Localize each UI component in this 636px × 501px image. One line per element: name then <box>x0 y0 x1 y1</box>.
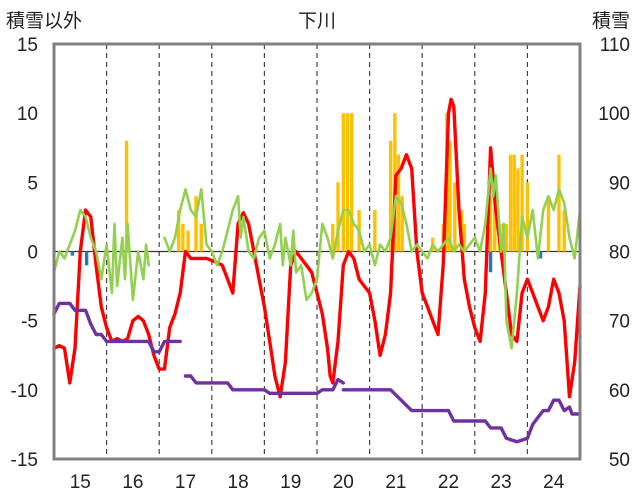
xtick-label: 24 <box>543 472 565 493</box>
precip-bar <box>525 182 530 252</box>
left-ytick-label: 10 <box>17 104 38 125</box>
series-line-snow_depth <box>341 388 582 444</box>
xtick-label: 16 <box>122 472 143 493</box>
precip-bar <box>546 196 551 252</box>
precip-bar <box>341 113 345 252</box>
precip-bar <box>520 154 524 252</box>
right-ytick-label: 100 <box>598 104 630 125</box>
precip-bar <box>388 140 393 252</box>
left-ytick-label: 5 <box>27 173 38 194</box>
xtick-label: 20 <box>333 472 354 493</box>
xtick-label: 18 <box>228 472 249 493</box>
xtick-label: 17 <box>175 472 196 493</box>
precip-bar <box>181 223 185 252</box>
precip-bar <box>512 154 516 252</box>
xtick-label: 21 <box>385 472 406 493</box>
precip-bar <box>331 223 335 252</box>
right-ytick-label: 80 <box>609 243 630 264</box>
precip-bar <box>345 113 350 252</box>
series-line-snow_depth <box>52 301 182 354</box>
series-line-green_series <box>52 208 150 302</box>
precip-bar <box>508 154 513 252</box>
precip-bar <box>562 210 566 252</box>
right-axis-label: 積雪 <box>592 10 630 32</box>
left-axis-label: 積雪以外 <box>6 10 82 32</box>
xtick-label: 23 <box>491 472 512 493</box>
right-ytick-label: 110 <box>600 35 630 56</box>
precip-bar <box>199 223 203 252</box>
precip-bar <box>176 210 181 252</box>
plot-frame <box>52 42 582 461</box>
left-ytick-label: -15 <box>11 450 38 471</box>
precip-bar <box>84 251 89 266</box>
left-ytick-label: 15 <box>17 35 38 56</box>
precip-bar <box>70 251 75 256</box>
precip-bar <box>124 140 129 252</box>
xtick-label: 22 <box>438 472 459 493</box>
precip-bar <box>504 223 509 252</box>
precip-bar <box>336 182 340 252</box>
precip-bar <box>194 196 198 252</box>
precip-bar <box>350 113 354 252</box>
left-ytick-label: -5 <box>21 312 38 333</box>
precip-bar <box>488 196 493 252</box>
precip-bar <box>557 154 561 252</box>
xtick-label: 19 <box>280 472 301 493</box>
precip-bar <box>493 196 497 252</box>
series-line-snow_depth <box>183 374 345 395</box>
series-line-temperature <box>52 97 582 399</box>
precip-bar <box>462 223 466 252</box>
precip-bar <box>373 210 377 252</box>
series-line-green_series <box>163 167 582 350</box>
left-ytick-label: -10 <box>11 381 38 402</box>
chart-title: 下川 <box>298 11 336 32</box>
precip-bar <box>516 168 520 252</box>
precip-bar <box>538 251 543 259</box>
precip-bar <box>448 140 452 252</box>
right-ytick-label: 90 <box>609 173 630 194</box>
precip-bar <box>453 182 457 252</box>
right-ytick-label: 60 <box>609 381 630 402</box>
right-ytick-label: 70 <box>609 312 630 333</box>
precip-bar <box>186 230 190 252</box>
right-ytick-label: 50 <box>609 450 630 471</box>
precip-bar <box>400 196 404 252</box>
xtick-label: 15 <box>70 472 91 493</box>
precip-bar <box>488 251 493 273</box>
left-ytick-label: 0 <box>27 243 38 264</box>
precip-bar <box>396 154 401 252</box>
